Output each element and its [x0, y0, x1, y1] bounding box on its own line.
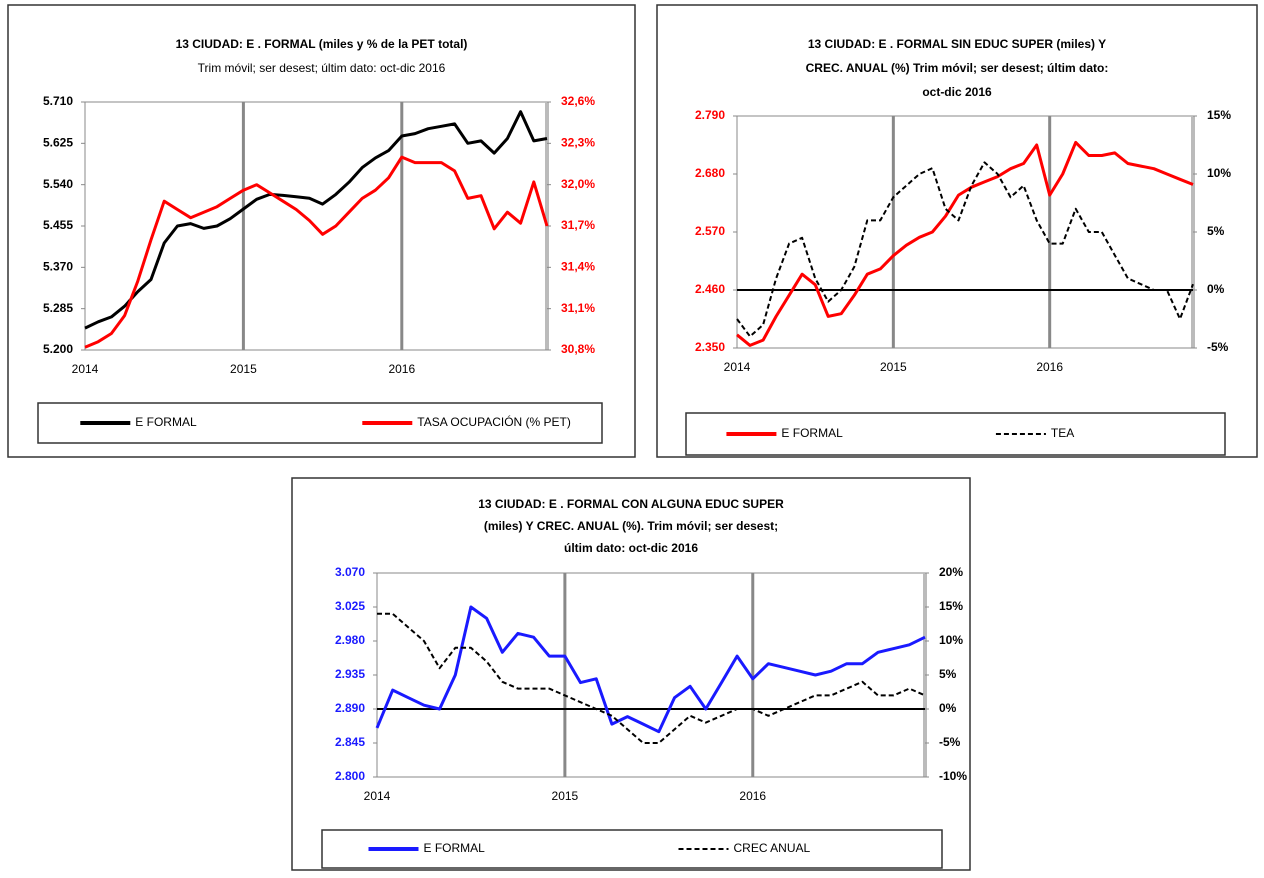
y-tick-label: 5.710 [43, 94, 73, 108]
chart-frame [291, 477, 971, 871]
y-tick-label: 2.790 [695, 108, 725, 122]
chart-title: oct-dic 2016 [922, 85, 992, 99]
x-tick-label: 2014 [72, 362, 99, 376]
y-tick-label: 5.625 [43, 136, 73, 150]
y2-tick-label: 5% [1207, 224, 1225, 238]
y-tick-label: 5.285 [43, 301, 73, 315]
chart-title: últim dato: oct-dic 2016 [564, 541, 698, 555]
y2-tick-label: 32,0% [561, 177, 595, 191]
x-tick-label: 2015 [230, 362, 257, 376]
y-tick-label: 2.460 [695, 282, 725, 296]
y2-tick-label: 32,3% [561, 136, 595, 150]
y-tick-label: 2.890 [335, 701, 365, 715]
legend-label: TEA [1051, 426, 1074, 440]
chart-frame [656, 4, 1258, 458]
y-tick-label: 2.680 [695, 166, 725, 180]
y2-tick-label: 31,4% [561, 260, 595, 274]
legend-box [321, 829, 943, 869]
chart-title: 13 CIUDAD: E . FORMAL CON ALGUNA EDUC SU… [478, 497, 784, 511]
y-tick-label: 3.025 [335, 599, 365, 613]
legend-label: E FORMAL [135, 415, 197, 429]
series-line [84, 155, 549, 349]
chart-subtitle: Trim móvil; ser desest; últim dato: oct-… [198, 61, 446, 75]
y2-tick-label: 30,8% [561, 342, 595, 356]
y-tick-label: 5.200 [43, 342, 73, 356]
legend-box [37, 402, 603, 444]
y2-tick-label: 31,1% [561, 301, 595, 315]
y2-tick-label: -5% [939, 735, 961, 749]
chart-title: CREC. ANUAL (%) Trim móvil; ser desest; … [806, 61, 1109, 75]
chart-title: (miles) Y CREC. ANUAL (%). Trim móvil; s… [484, 519, 778, 533]
y-tick-label: 2.570 [695, 224, 725, 238]
x-tick-label: 2015 [552, 789, 579, 803]
y2-tick-label: 32,6% [561, 94, 595, 108]
y-tick-label: 2.350 [695, 340, 725, 354]
y-tick-label: 5.540 [43, 177, 73, 191]
y-tick-label: 2.935 [335, 667, 365, 681]
series-line [736, 161, 1194, 338]
y-tick-label: 5.370 [43, 260, 73, 274]
y2-tick-label: 15% [1207, 108, 1231, 122]
x-tick-label: 2014 [724, 360, 751, 374]
y2-tick-label: 0% [1207, 282, 1225, 296]
y-tick-label: 2.800 [335, 769, 365, 783]
x-tick-label: 2016 [1036, 360, 1063, 374]
y2-tick-label: 10% [1207, 166, 1231, 180]
y2-tick-label: -5% [1207, 340, 1229, 354]
x-tick-label: 2014 [364, 789, 391, 803]
y2-tick-label: 20% [939, 565, 963, 579]
x-tick-label: 2016 [388, 362, 415, 376]
y2-tick-label: 15% [939, 599, 963, 613]
y2-tick-label: 31,7% [561, 218, 595, 232]
legend-label: CREC ANUAL [734, 841, 811, 855]
series-line [375, 605, 926, 734]
x-tick-label: 2016 [739, 789, 766, 803]
legend-label: E FORMAL [781, 426, 843, 440]
chart-title: 13 CIUDAD: E . FORMAL SIN EDUC SUPER (mi… [808, 37, 1106, 51]
series-line [377, 612, 926, 744]
y2-tick-label: -10% [939, 769, 967, 783]
x-tick-label: 2015 [880, 360, 907, 374]
y-tick-label: 2.980 [335, 633, 365, 647]
legend-label: TASA OCUPACIÓN (% PET) [417, 414, 571, 429]
y-tick-label: 2.845 [335, 735, 365, 749]
y2-tick-label: 5% [939, 667, 957, 681]
series-line [736, 140, 1194, 347]
y-tick-label: 3.070 [335, 565, 365, 579]
series-line [84, 110, 548, 330]
legend-label: E FORMAL [424, 841, 486, 855]
y2-tick-label: 0% [939, 701, 957, 715]
y2-tick-label: 10% [939, 633, 963, 647]
chart-title: 13 CIUDAD: E . FORMAL (miles y % de la P… [176, 37, 468, 51]
y-tick-label: 5.455 [43, 218, 73, 232]
